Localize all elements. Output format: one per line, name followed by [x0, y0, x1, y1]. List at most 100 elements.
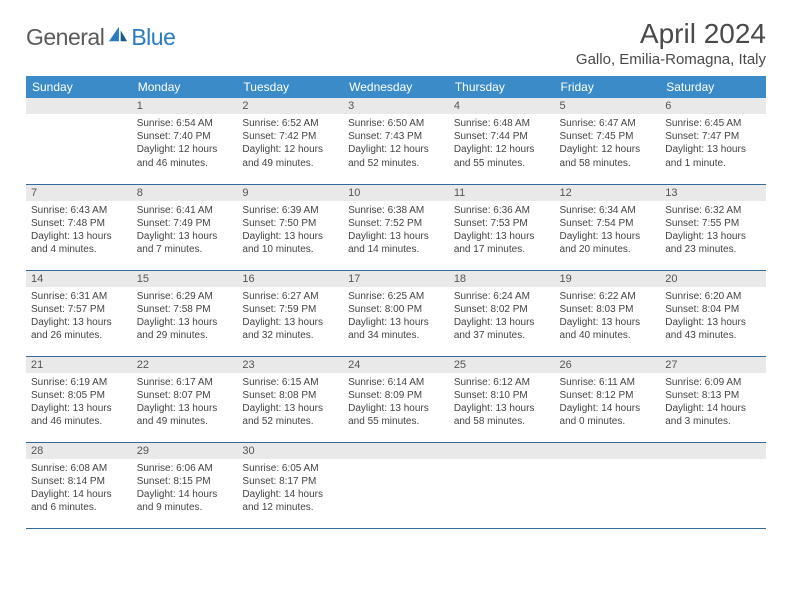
sunrise-text: Sunrise: 6:48 AM: [454, 117, 550, 130]
daylight-text: Daylight: 14 hours and 6 minutes.: [31, 488, 127, 514]
daylight-text: Daylight: 13 hours and 14 minutes.: [348, 230, 444, 256]
day-content: Sunrise: 6:08 AMSunset: 8:14 PMDaylight:…: [26, 459, 132, 520]
month-title: April 2024: [576, 18, 766, 50]
daylight-text: Daylight: 13 hours and 49 minutes.: [137, 402, 233, 428]
day-content: Sunrise: 6:38 AMSunset: 7:52 PMDaylight:…: [343, 201, 449, 262]
day-number: 8: [132, 185, 238, 201]
day-number: 11: [449, 185, 555, 201]
calendar-day-cell: 11Sunrise: 6:36 AMSunset: 7:53 PMDayligh…: [449, 184, 555, 270]
sunset-text: Sunset: 8:05 PM: [31, 389, 127, 402]
logo-text-general: General: [26, 24, 104, 51]
sunset-text: Sunset: 8:03 PM: [560, 303, 656, 316]
calendar-day-cell: 7Sunrise: 6:43 AMSunset: 7:48 PMDaylight…: [26, 184, 132, 270]
sunrise-text: Sunrise: 6:27 AM: [242, 290, 338, 303]
day-content: Sunrise: 6:54 AMSunset: 7:40 PMDaylight:…: [132, 114, 238, 175]
weekday-header: Tuesday: [237, 76, 343, 98]
day-content: Sunrise: 6:05 AMSunset: 8:17 PMDaylight:…: [237, 459, 343, 520]
calendar-day-cell: 29Sunrise: 6:06 AMSunset: 8:15 PMDayligh…: [132, 442, 238, 528]
calendar-day-cell: 27Sunrise: 6:09 AMSunset: 8:13 PMDayligh…: [660, 356, 766, 442]
sunrise-text: Sunrise: 6:47 AM: [560, 117, 656, 130]
day-number: 30: [237, 443, 343, 459]
sunset-text: Sunset: 7:47 PM: [665, 130, 761, 143]
sunset-text: Sunset: 8:17 PM: [242, 475, 338, 488]
day-number: 10: [343, 185, 449, 201]
day-content: [26, 114, 132, 122]
daylight-text: Daylight: 13 hours and 23 minutes.: [665, 230, 761, 256]
calendar-day-cell: [449, 442, 555, 528]
day-number: [555, 443, 661, 459]
sunrise-text: Sunrise: 6:08 AM: [31, 462, 127, 475]
calendar-day-cell: 5Sunrise: 6:47 AMSunset: 7:45 PMDaylight…: [555, 98, 661, 184]
day-number: 4: [449, 98, 555, 114]
day-number: [26, 98, 132, 114]
day-content: [449, 459, 555, 467]
day-content: Sunrise: 6:25 AMSunset: 8:00 PMDaylight:…: [343, 287, 449, 348]
day-number: 18: [449, 271, 555, 287]
day-content: Sunrise: 6:41 AMSunset: 7:49 PMDaylight:…: [132, 201, 238, 262]
weekday-header: Saturday: [660, 76, 766, 98]
day-content: Sunrise: 6:11 AMSunset: 8:12 PMDaylight:…: [555, 373, 661, 434]
calendar-day-cell: 30Sunrise: 6:05 AMSunset: 8:17 PMDayligh…: [237, 442, 343, 528]
daylight-text: Daylight: 12 hours and 46 minutes.: [137, 143, 233, 169]
daylight-text: Daylight: 13 hours and 7 minutes.: [137, 230, 233, 256]
calendar-day-cell: 20Sunrise: 6:20 AMSunset: 8:04 PMDayligh…: [660, 270, 766, 356]
day-content: Sunrise: 6:34 AMSunset: 7:54 PMDaylight:…: [555, 201, 661, 262]
sunrise-text: Sunrise: 6:25 AM: [348, 290, 444, 303]
calendar-day-cell: 1Sunrise: 6:54 AMSunset: 7:40 PMDaylight…: [132, 98, 238, 184]
day-number: 21: [26, 357, 132, 373]
day-content: Sunrise: 6:12 AMSunset: 8:10 PMDaylight:…: [449, 373, 555, 434]
sunset-text: Sunset: 7:54 PM: [560, 217, 656, 230]
day-number: 24: [343, 357, 449, 373]
sunrise-text: Sunrise: 6:34 AM: [560, 204, 656, 217]
logo-sail-icon: [107, 25, 129, 43]
calendar-day-cell: 16Sunrise: 6:27 AMSunset: 7:59 PMDayligh…: [237, 270, 343, 356]
sunrise-text: Sunrise: 6:38 AM: [348, 204, 444, 217]
sunrise-text: Sunrise: 6:45 AM: [665, 117, 761, 130]
sunrise-text: Sunrise: 6:12 AM: [454, 376, 550, 389]
weekday-header: Monday: [132, 76, 238, 98]
calendar-day-cell: 21Sunrise: 6:19 AMSunset: 8:05 PMDayligh…: [26, 356, 132, 442]
day-number: 17: [343, 271, 449, 287]
day-content: Sunrise: 6:36 AMSunset: 7:53 PMDaylight:…: [449, 201, 555, 262]
sunset-text: Sunset: 7:58 PM: [137, 303, 233, 316]
day-number: 22: [132, 357, 238, 373]
day-content: Sunrise: 6:45 AMSunset: 7:47 PMDaylight:…: [660, 114, 766, 175]
calendar-day-cell: 14Sunrise: 6:31 AMSunset: 7:57 PMDayligh…: [26, 270, 132, 356]
day-content: [343, 459, 449, 467]
sunset-text: Sunset: 8:14 PM: [31, 475, 127, 488]
calendar-day-cell: [660, 442, 766, 528]
sunset-text: Sunset: 8:10 PM: [454, 389, 550, 402]
daylight-text: Daylight: 14 hours and 0 minutes.: [560, 402, 656, 428]
day-number: 14: [26, 271, 132, 287]
day-number: 12: [555, 185, 661, 201]
sunrise-text: Sunrise: 6:05 AM: [242, 462, 338, 475]
calendar-day-cell: 26Sunrise: 6:11 AMSunset: 8:12 PMDayligh…: [555, 356, 661, 442]
day-number: 15: [132, 271, 238, 287]
day-number: 1: [132, 98, 238, 114]
sunset-text: Sunset: 7:59 PM: [242, 303, 338, 316]
calendar-day-cell: [26, 98, 132, 184]
sunrise-text: Sunrise: 6:24 AM: [454, 290, 550, 303]
sunrise-text: Sunrise: 6:11 AM: [560, 376, 656, 389]
daylight-text: Daylight: 13 hours and 10 minutes.: [242, 230, 338, 256]
day-content: Sunrise: 6:52 AMSunset: 7:42 PMDaylight:…: [237, 114, 343, 175]
daylight-text: Daylight: 13 hours and 17 minutes.: [454, 230, 550, 256]
day-number: 20: [660, 271, 766, 287]
sunset-text: Sunset: 7:43 PM: [348, 130, 444, 143]
calendar-day-cell: 28Sunrise: 6:08 AMSunset: 8:14 PMDayligh…: [26, 442, 132, 528]
sunset-text: Sunset: 8:07 PM: [137, 389, 233, 402]
calendar-day-cell: [343, 442, 449, 528]
sunrise-text: Sunrise: 6:06 AM: [137, 462, 233, 475]
daylight-text: Daylight: 13 hours and 26 minutes.: [31, 316, 127, 342]
day-content: Sunrise: 6:27 AMSunset: 7:59 PMDaylight:…: [237, 287, 343, 348]
day-number: 6: [660, 98, 766, 114]
sunrise-text: Sunrise: 6:39 AM: [242, 204, 338, 217]
day-number: 27: [660, 357, 766, 373]
calendar-day-cell: 15Sunrise: 6:29 AMSunset: 7:58 PMDayligh…: [132, 270, 238, 356]
day-number: [660, 443, 766, 459]
day-content: Sunrise: 6:39 AMSunset: 7:50 PMDaylight:…: [237, 201, 343, 262]
daylight-text: Daylight: 12 hours and 55 minutes.: [454, 143, 550, 169]
sunrise-text: Sunrise: 6:29 AM: [137, 290, 233, 303]
sunrise-text: Sunrise: 6:15 AM: [242, 376, 338, 389]
sunset-text: Sunset: 7:49 PM: [137, 217, 233, 230]
